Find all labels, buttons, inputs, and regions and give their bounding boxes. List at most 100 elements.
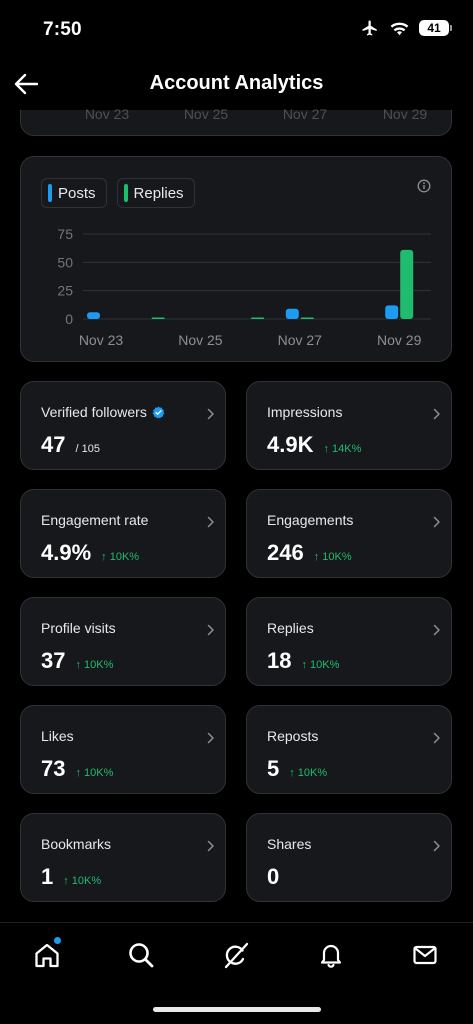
metric-label-text: Engagements (267, 512, 354, 528)
home-indicator[interactable] (153, 1007, 321, 1012)
verified-badge-icon (152, 406, 165, 418)
nav-messages[interactable] (405, 935, 445, 975)
metric-value-row: 4.9% ↑ 10K% (41, 540, 139, 566)
metric-value-row: 5 ↑ 10K% (267, 756, 327, 782)
search-icon (129, 943, 154, 968)
metric-label: Profile visits (41, 620, 116, 636)
nav-notifications[interactable] (311, 935, 351, 975)
metric-label-text: Impressions (267, 404, 343, 420)
metric-label: Replies (267, 620, 314, 636)
metric-card[interactable]: Likes 73 ↑ 10K% (20, 705, 226, 794)
bar-posts[interactable] (87, 312, 100, 319)
metric-label: Impressions (267, 404, 342, 420)
bar-posts[interactable] (385, 305, 399, 319)
x-tick-label: Nov 23 (79, 332, 124, 348)
metric-card[interactable]: Reposts 5 ↑ 10K% (246, 705, 452, 794)
header: Account Analytics (0, 60, 473, 110)
chevron-right-icon (207, 732, 214, 744)
back-arrow-icon (14, 73, 38, 95)
nav-search[interactable] (121, 935, 161, 975)
status-time: 7:50 (43, 19, 82, 40)
metric-change: ↑ 10K% (301, 659, 340, 671)
chevron-right-icon (207, 408, 214, 420)
bar-posts[interactable] (285, 308, 299, 319)
metric-value: 1 (41, 864, 54, 889)
bar-replies[interactable] (400, 249, 414, 319)
chart-legend: Posts Replies (41, 178, 195, 208)
info-icon[interactable] (417, 179, 431, 193)
metric-change: ↑ 10K% (313, 551, 352, 563)
chevron-right-icon (207, 840, 214, 852)
chevron-right-icon (433, 840, 440, 852)
x-tick-label: Nov 29 (377, 332, 422, 348)
metric-value-row: 18 ↑ 10K% (267, 648, 339, 674)
metric-label-text: Bookmarks (41, 836, 112, 852)
metric-label: Engagements (267, 512, 353, 528)
metric-change: ↑ 10K% (75, 659, 114, 671)
metric-value: 73 (41, 756, 66, 781)
metric-value: 4.9K (267, 432, 314, 457)
home-badge (54, 937, 61, 944)
legend-label-posts: Posts (58, 184, 96, 202)
metric-card[interactable]: Replies 18 ↑ 10K% (246, 597, 452, 686)
metric-label: Likes (41, 728, 74, 744)
metric-label: Reposts (267, 728, 318, 744)
metric-value: 37 (41, 648, 66, 673)
metric-card[interactable]: Engagements 246 ↑ 10K% (246, 489, 452, 578)
chevron-right-icon (433, 408, 440, 420)
chevron-right-icon (207, 516, 214, 528)
metric-label-text: Verified followers (41, 404, 147, 420)
nav-grok[interactable] (216, 935, 256, 975)
metric-value: 4.9% (41, 540, 92, 565)
back-button[interactable] (10, 68, 42, 100)
status-icons: 41 (360, 19, 452, 37)
metric-change: ↑ 10K% (101, 551, 140, 563)
metric-value-row: 37 ↑ 10K% (41, 648, 113, 674)
bar-replies[interactable] (300, 317, 314, 320)
metric-card[interactable]: Verified followers 47 / 105 (20, 381, 226, 470)
metric-card[interactable]: Bookmarks 1 ↑ 10K% (20, 813, 226, 902)
airplane-icon (362, 20, 377, 36)
y-tick-label: 75 (57, 226, 73, 242)
notifications-icon (320, 944, 342, 968)
metric-value-row: 1 ↑ 10K% (41, 864, 101, 890)
metric-value-row: 73 ↑ 10K% (41, 756, 113, 782)
metric-change: ↑ 10K% (289, 767, 328, 779)
legend-label-replies: Replies (133, 184, 184, 202)
previous-axis-label: Nov 23 (84, 106, 130, 122)
previous-axis-label: Nov 25 (183, 106, 229, 122)
wifi-icon (390, 22, 409, 35)
chevron-right-icon (433, 732, 440, 744)
metric-value-row: 246 ↑ 10K% (267, 540, 352, 566)
previous-axis-label: Nov 27 (282, 106, 328, 122)
metric-label: Engagement rate (41, 512, 148, 528)
home-icon (35, 943, 59, 968)
metric-value-row: 47 / 105 (41, 432, 100, 458)
metric-card[interactable]: Profile visits 37 ↑ 10K% (20, 597, 226, 686)
metric-value: 5 (267, 756, 280, 781)
metric-card[interactable]: Engagement rate 4.9% ↑ 10K% (20, 489, 226, 578)
previous-axis-label: Nov 29 (382, 106, 428, 122)
legend-replies[interactable]: Replies (116, 178, 195, 208)
metric-label: Shares (267, 836, 311, 852)
legend-posts[interactable]: Posts (41, 178, 107, 208)
bar-replies[interactable] (151, 317, 165, 320)
metric-label: Bookmarks (41, 836, 111, 852)
metric-card[interactable]: Shares 0 (246, 813, 452, 902)
metric-label-text: Likes (41, 728, 74, 744)
battery-icon: 41 (419, 20, 452, 36)
activity-chart-card: Posts Replies 75 50 25 0 Nov 23 Nov 25 Nov 27 N… (20, 156, 452, 362)
metric-change: ↑ 10K% (63, 875, 102, 887)
metric-label-text: Replies (267, 620, 314, 636)
metric-value-row: 0 (267, 864, 279, 890)
metric-card[interactable]: Impressions 4.9K ↑ 14K% (246, 381, 452, 470)
metric-total: / 105 (75, 443, 100, 455)
nav-home[interactable] (27, 935, 67, 975)
bar-replies[interactable] (251, 317, 265, 320)
legend-swatch-posts (48, 184, 52, 202)
metric-label-text: Profile visits (41, 620, 116, 636)
grok-icon (224, 942, 249, 969)
metric-value-row: 4.9K ↑ 14K% (267, 432, 361, 458)
previous-chart-fade (0, 84, 473, 110)
metric-label: Verified followers (41, 404, 165, 420)
